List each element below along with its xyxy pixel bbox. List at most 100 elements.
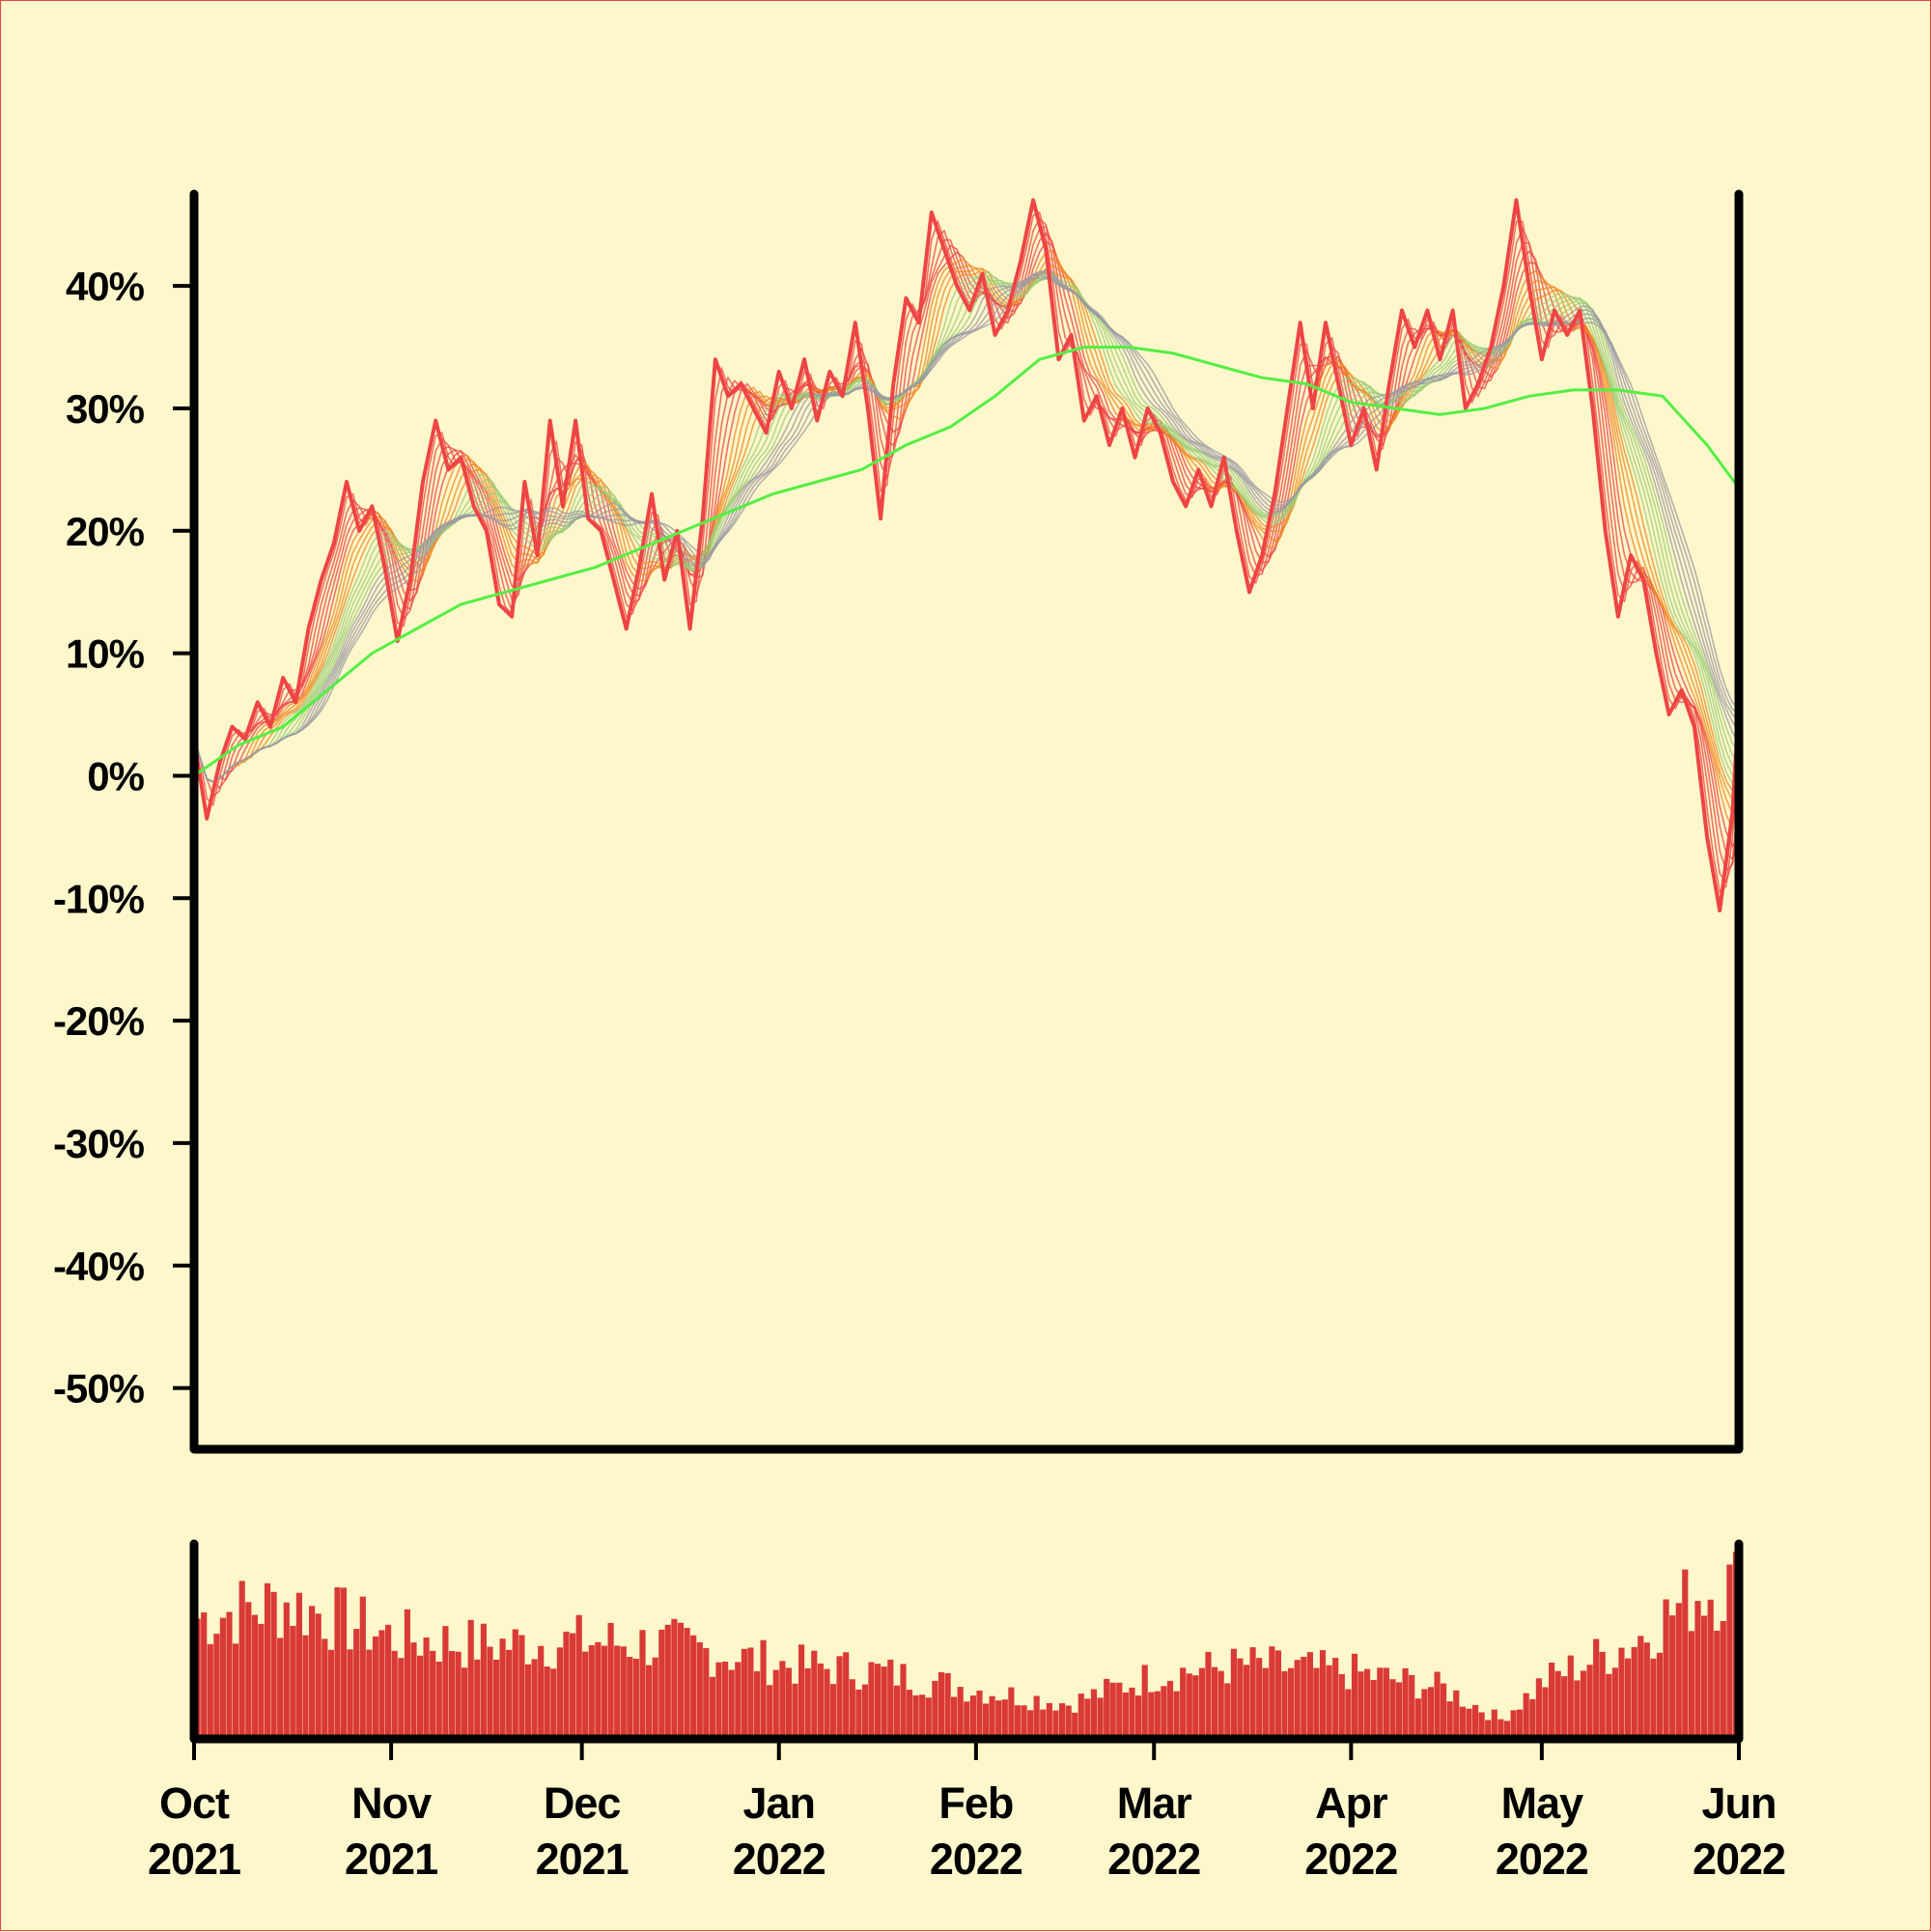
volume-bar (474, 1659, 481, 1739)
volume-bar (1669, 1615, 1676, 1739)
volume-bar (353, 1629, 360, 1739)
volume-bar (1427, 1687, 1435, 1739)
volume-bar (544, 1666, 550, 1739)
volume-bar (518, 1635, 525, 1739)
volume-bar (442, 1626, 449, 1739)
volume-bar (1510, 1710, 1517, 1739)
volume-panel-frame (189, 1539, 1744, 1744)
ma-ribbon-line-4 (193, 225, 1740, 873)
volume-bar (1109, 1682, 1116, 1739)
volume-bar (1409, 1674, 1415, 1739)
volume-bar (989, 1695, 995, 1739)
x-tick-year: 2021 (148, 1834, 240, 1884)
volume-bar (1052, 1710, 1059, 1739)
volume-bar (1072, 1712, 1078, 1739)
volume-bar (944, 1672, 951, 1739)
volume-bar (1040, 1709, 1047, 1739)
main-plot-frame (189, 189, 1744, 1454)
volume-bar (1529, 1698, 1536, 1739)
volume-bar (563, 1631, 570, 1739)
volume-bar (1675, 1603, 1682, 1739)
volume-bar (251, 1614, 258, 1739)
volume-bar (1714, 1630, 1721, 1739)
volume-bar (1656, 1652, 1664, 1739)
volume-bar (295, 1592, 302, 1739)
long-ma-line (193, 346, 1741, 777)
price-line (192, 198, 1741, 912)
volume-bar (1720, 1620, 1726, 1739)
volume-bar (1173, 1691, 1180, 1739)
y-tick-label: -30% (53, 1121, 145, 1166)
volume-bar (1249, 1647, 1256, 1739)
volume-bar (366, 1649, 373, 1739)
volume-bar (900, 1664, 907, 1739)
volume-bar (524, 1664, 532, 1739)
volume-bar (969, 1695, 976, 1739)
volume-bar (779, 1661, 786, 1739)
volume-bar (258, 1623, 265, 1739)
volume-bar (1001, 1699, 1008, 1739)
volume-bar (747, 1647, 754, 1739)
volume-bar (938, 1671, 945, 1739)
y-tick-label: -10% (53, 876, 145, 921)
volume-bar (741, 1648, 747, 1739)
volume-bar (417, 1655, 424, 1739)
volume-bar (334, 1587, 341, 1739)
volume-bar (538, 1645, 545, 1739)
volume-bar (570, 1633, 576, 1739)
volume-bar (607, 1622, 614, 1739)
volume-bar (359, 1596, 366, 1739)
volume-bar (829, 1684, 837, 1739)
volume-bar (1535, 1678, 1542, 1739)
volume-bar (1466, 1708, 1472, 1739)
volume-bar (1345, 1689, 1352, 1739)
volume-bar (881, 1666, 887, 1739)
volume-bar (1135, 1695, 1142, 1739)
volume-bar (315, 1613, 322, 1739)
x-axis-ticks: Oct 2021 Nov 2021 Dec 2021 Jan 2022 Feb 2022 Mar 20… (148, 1739, 1786, 1884)
volume-bar (1097, 1697, 1104, 1739)
volume-bar (995, 1700, 1002, 1739)
volume-bar (506, 1649, 513, 1739)
volume-bar (1441, 1683, 1447, 1739)
volume-bar (861, 1684, 869, 1739)
volume-bar (868, 1662, 875, 1739)
volume-bar (906, 1690, 913, 1739)
volume-bar (1198, 1667, 1205, 1739)
volume-bar (614, 1645, 621, 1739)
volume-bar (531, 1659, 538, 1739)
volume-bar (404, 1609, 410, 1739)
volume-bar (887, 1660, 894, 1739)
x-tick-month: Mar (1117, 1778, 1192, 1828)
volume-bar (893, 1685, 900, 1739)
volume-bar (785, 1667, 792, 1739)
volume-bar (855, 1689, 862, 1739)
volume-bar (302, 1635, 309, 1739)
volume-bar (309, 1606, 316, 1739)
volume-bar (664, 1624, 671, 1739)
volume-bars (194, 1552, 1740, 1739)
volume-bar (595, 1641, 602, 1739)
volume-bar (1701, 1615, 1708, 1739)
x-tick-year: 2022 (1304, 1834, 1397, 1884)
volume-bar (1224, 1683, 1231, 1739)
volume-bar (658, 1629, 665, 1739)
volume-bar (932, 1680, 938, 1739)
volume-bar (385, 1624, 392, 1739)
volume-bar (245, 1602, 252, 1739)
volume-bar (1046, 1702, 1052, 1739)
volume-bar (575, 1614, 582, 1739)
volume-bar (493, 1660, 500, 1739)
volume-bar (1549, 1663, 1555, 1739)
long-moving-average (193, 346, 1741, 777)
volume-bar (1478, 1712, 1485, 1739)
x-tick-year: 2021 (345, 1834, 437, 1884)
volume-bar (1288, 1667, 1295, 1739)
volume-bar (1237, 1658, 1244, 1739)
volume-bar (1274, 1650, 1281, 1739)
volume-bar (448, 1651, 456, 1739)
y-axis-ticks: 40% 30% 20% 10% 0% -10% -20% -30% -40% -50% (53, 264, 194, 1412)
volume-bar (632, 1658, 639, 1739)
